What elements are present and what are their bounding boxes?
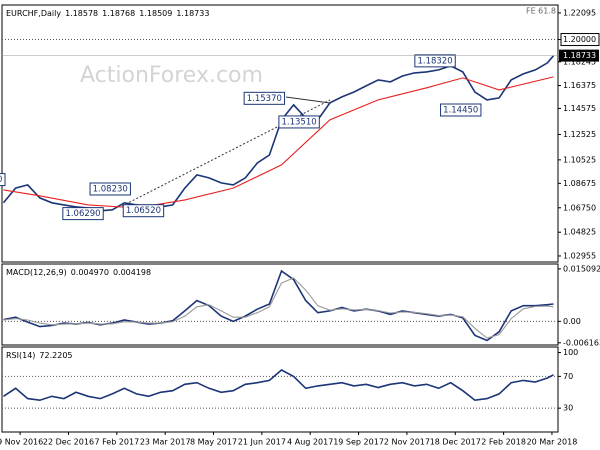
title-value: 0.004970 [71,268,109,277]
y-tick-label: 1.20000 [563,35,596,44]
y-tick-label: 1.04825 [563,228,596,237]
y-tick-label: 1.08675 [563,179,596,188]
annotation-box [278,115,320,129]
y-tick-label: 1.06750 [563,203,596,212]
title-value: 1.18578 [65,9,98,18]
annotation-label: 1.06520 [126,206,161,216]
title-value: 72.2205 [39,351,72,360]
x-tick-label: 2 Feb 2018 [481,438,526,447]
y-tick-label: 30 [563,404,573,413]
x-tick-label: 9 Nov 2016 [0,438,43,447]
panel-title: RSI(14) 72.2205 [6,351,73,360]
y-tick-label: 1.16375 [563,81,596,90]
x-tick-label: 19 Sep 2017 [333,438,384,447]
watermark: ActionForex.com [80,63,263,88]
y-tick-label: -0.006163 [563,338,600,347]
annotation-label: 1.14450 [443,106,478,116]
x-tick-label: 7 Feb 2017 [94,438,139,447]
annotation-label: 1.08230 [93,184,128,194]
title-value: 1.18733 [176,9,209,18]
x-tick-label: 23 Mar 2017 [140,438,191,447]
annotation-box [62,207,104,221]
title-text: MACD(12,26,9) [6,268,67,277]
x-tick-label: 4 Aug 2017 [287,438,333,447]
panel-frame [1,263,559,346]
x-tick-label: 22 Dec 2016 [43,438,94,447]
x-tick-label: 2 Nov 2017 [384,438,430,447]
series-line [3,277,554,339]
tick-box [560,33,600,47]
annotation-box [0,173,6,187]
annotation-box [414,54,456,68]
panel-title: MACD(12,26,9) 0.004970 0.004198 [6,268,151,277]
panel-frame [1,346,559,433]
level-label: FE 61.8 [526,7,556,16]
y-tick-label: 1.10525 [563,155,596,164]
title-text: RSI(14) [6,351,35,360]
x-tick-label: 21 Jun 2017 [238,438,286,447]
annotation-box [89,182,131,196]
y-tick-label: 1.22095 [563,8,596,17]
y-tick-label: 70 [563,372,573,381]
annotation-box [440,103,482,117]
title-value: 1.18768 [102,9,135,18]
title-text: EURCHF,Daily [6,9,61,18]
y-tick-label: 1.12525 [563,130,596,139]
panel-title: EURCHF,Daily 1.18578 1.18768 1.18509 1.18733 [6,9,209,18]
x-tick-label: 18 Dec 2017 [430,438,481,447]
annotation-box [122,204,165,218]
y-tick-label: 0.015092 [563,264,600,273]
annotation-label: 1.18320 [417,56,452,66]
last-box [559,49,599,62]
annotation-label: 1.15370 [247,94,282,104]
last-label: 1.18733 [563,51,596,60]
x-tick-label: 20 Mar 2018 [527,438,578,447]
trend-line [121,99,331,207]
trend-line [285,96,331,104]
annotation-label: 1.08970 [0,175,2,185]
series-line [3,76,554,209]
series-line [3,369,554,402]
title-value: 1.18509 [139,9,172,18]
y-tick-label: 1.18245 [563,57,596,66]
title-value: 0.004198 [113,268,151,277]
y-tick-label: 1.02955 [563,251,596,260]
y-tick-label: 1.14575 [563,104,596,113]
y-tick-label: 100 [563,348,578,357]
x-tick-label: 8 May 2017 [190,438,237,447]
y-tick-label: 0.00 [563,317,581,326]
panel-frame [1,4,559,263]
annotation-label: 1.13510 [282,117,317,127]
annotation-label: 1.06290 [65,209,100,219]
annotation-box [243,91,286,105]
